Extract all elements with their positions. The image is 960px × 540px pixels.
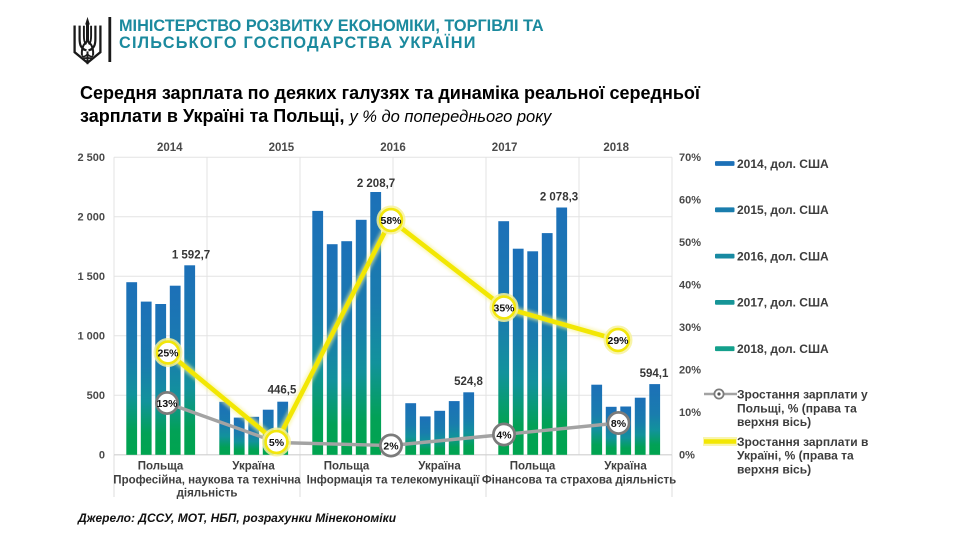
svg-text:Польща: Польща <box>138 461 184 473</box>
svg-text:25%: 25% <box>157 347 179 359</box>
svg-text:10%: 10% <box>679 407 701 419</box>
svg-text:Польщі, % (права та: Польщі, % (права та <box>737 401 857 415</box>
svg-text:Польща: Польща <box>324 461 370 473</box>
svg-text:50%: 50% <box>679 237 701 249</box>
svg-text:Україні, % (права та: Україні, % (права та <box>737 449 854 463</box>
svg-text:2 000: 2 000 <box>77 212 105 224</box>
svg-text:2014: 2014 <box>157 142 183 154</box>
svg-text:Польща: Польща <box>510 461 556 473</box>
svg-text:0%: 0% <box>679 450 695 462</box>
svg-text:2 500: 2 500 <box>77 152 105 164</box>
svg-text:8%: 8% <box>611 418 627 430</box>
svg-text:верхня вісь): верхня вісь) <box>737 462 811 476</box>
svg-text:2016: 2016 <box>380 142 406 154</box>
svg-text:40%: 40% <box>679 280 701 292</box>
svg-text:60%: 60% <box>679 195 701 207</box>
svg-text:70%: 70% <box>679 152 701 164</box>
svg-text:2015, дол. США: 2015, дол. США <box>737 203 829 217</box>
svg-text:2 078,3: 2 078,3 <box>540 191 578 203</box>
svg-text:30%: 30% <box>679 322 701 334</box>
svg-text:діяльність: діяльність <box>177 488 238 500</box>
svg-text:2018, дол. США: 2018, дол. США <box>737 342 829 356</box>
svg-text:29%: 29% <box>607 335 629 347</box>
svg-text:500: 500 <box>87 390 105 402</box>
svg-text:2017: 2017 <box>492 142 518 154</box>
svg-text:2014, дол. США: 2014, дол. США <box>737 157 829 171</box>
svg-text:594,1: 594,1 <box>640 368 669 380</box>
svg-text:1 500: 1 500 <box>77 271 105 283</box>
svg-text:524,8: 524,8 <box>454 376 483 388</box>
svg-text:2016, дол. США: 2016, дол. США <box>737 249 829 263</box>
svg-text:0: 0 <box>99 450 105 462</box>
svg-text:1 000: 1 000 <box>77 331 105 343</box>
svg-text:Україна: Україна <box>604 461 647 473</box>
svg-text:13%: 13% <box>156 398 178 410</box>
svg-text:2%: 2% <box>383 440 399 452</box>
svg-text:2015: 2015 <box>269 142 295 154</box>
svg-text:5%: 5% <box>269 437 285 449</box>
svg-text:4%: 4% <box>496 429 512 441</box>
svg-text:Україна: Україна <box>418 461 461 473</box>
svg-text:Фінансова та страхова діяльніс: Фінансова та страхова діяльність <box>482 475 676 487</box>
svg-text:2 208,7: 2 208,7 <box>357 178 395 190</box>
svg-text:Україна: Україна <box>232 461 275 473</box>
svg-text:Зростання зарплати в: Зростання зарплати в <box>737 435 868 449</box>
svg-text:1 592,7: 1 592,7 <box>172 249 210 261</box>
svg-text:2018: 2018 <box>603 142 629 154</box>
svg-text:Професійна, наукова та технічн: Професійна, наукова та технічна <box>113 475 301 487</box>
svg-text:35%: 35% <box>493 302 515 314</box>
svg-text:20%: 20% <box>679 365 701 377</box>
svg-text:Інформація та телекомунікації: Інформація та телекомунікації <box>307 475 480 487</box>
svg-text:2017, дол. США: 2017, дол. США <box>737 296 829 310</box>
svg-text:верхня вісь): верхня вісь) <box>737 415 811 429</box>
svg-text:446,5: 446,5 <box>268 384 297 396</box>
svg-text:Зростання зарплати у: Зростання зарплати у <box>737 388 868 402</box>
svg-text:58%: 58% <box>380 215 402 227</box>
